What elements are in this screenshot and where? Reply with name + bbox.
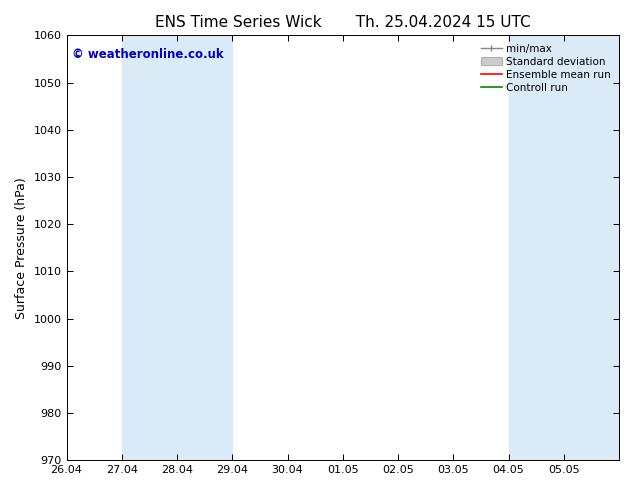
Bar [177,35,232,460]
Legend: min/max, Standard deviation, Ensemble mean run, Controll run: min/max, Standard deviation, Ensemble me… [477,40,615,97]
Y-axis label: Surface Pressure (hPa): Surface Pressure (hPa) [15,177,28,318]
Bar [564,35,619,460]
Bar [508,35,564,460]
Title: ENS Time Series Wick       Th. 25.04.2024 15 UTC: ENS Time Series Wick Th. 25.04.2024 15 U… [155,15,531,30]
Text: © weatheronline.co.uk: © weatheronline.co.uk [72,48,224,61]
Bar [122,35,177,460]
